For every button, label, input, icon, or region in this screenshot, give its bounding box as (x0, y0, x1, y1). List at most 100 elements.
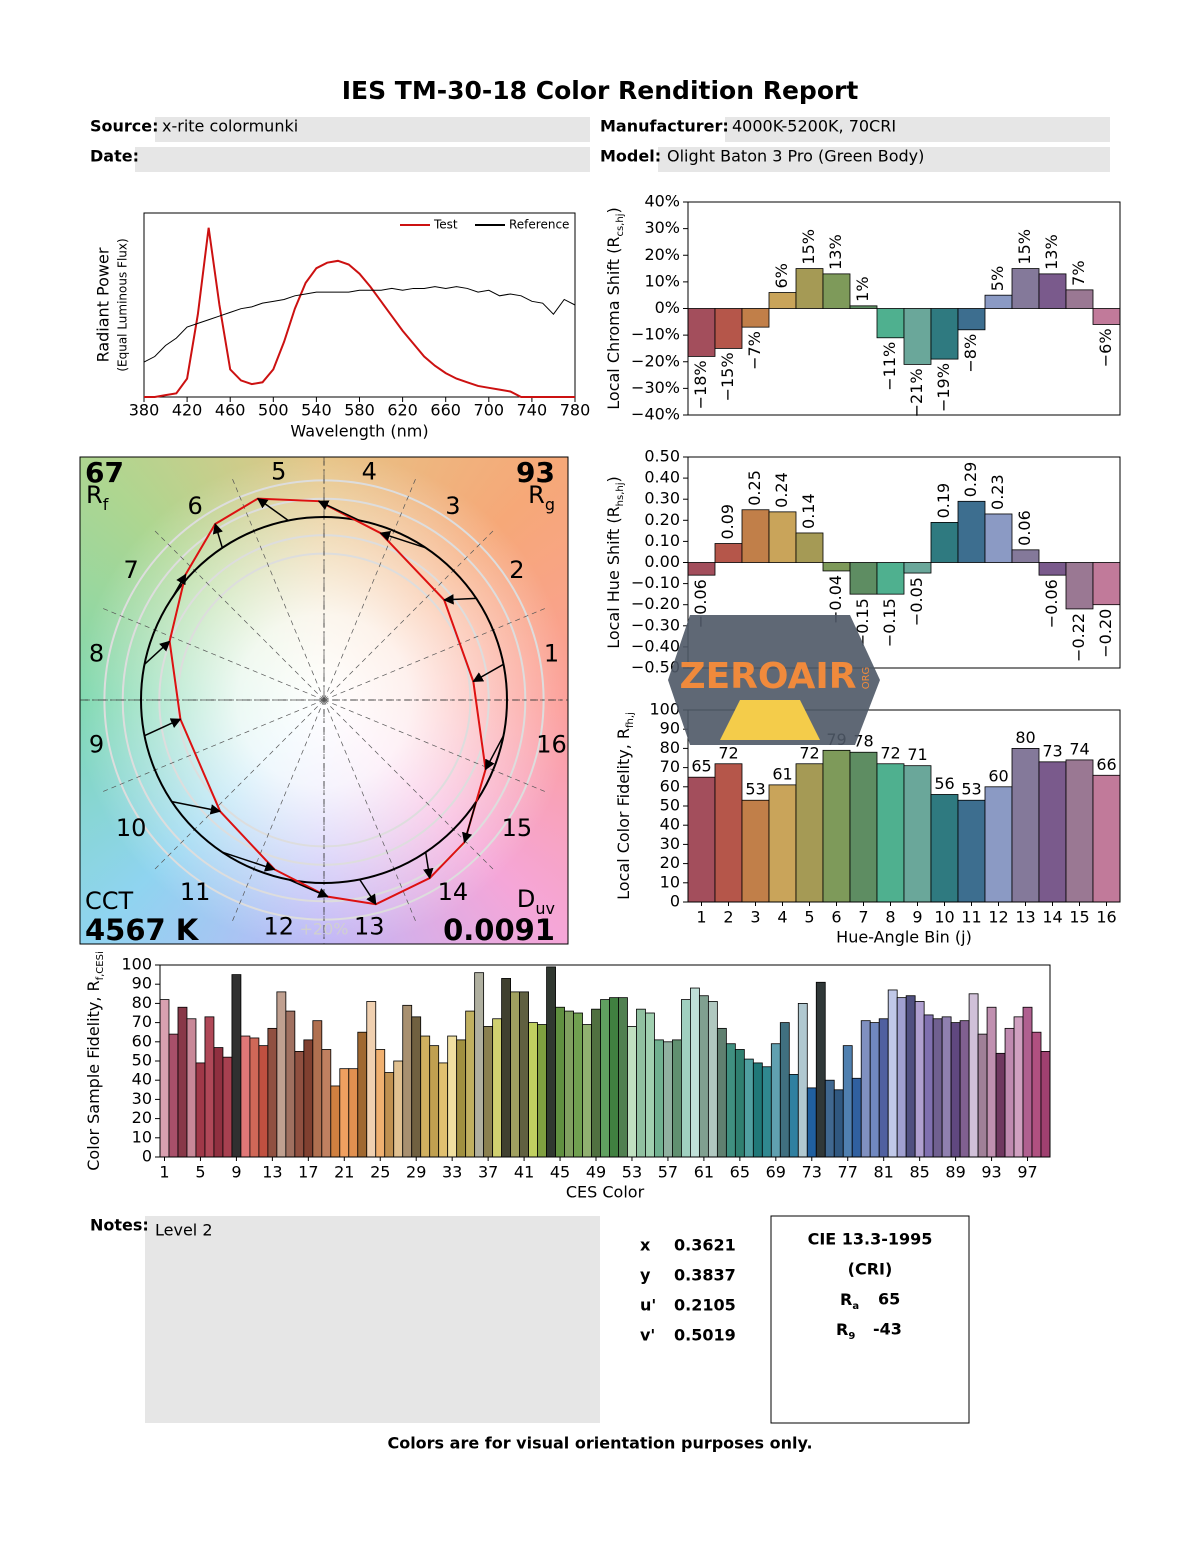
bar (932, 1018, 943, 1158)
bar (1065, 759, 1094, 903)
value-label: −0.05 (907, 577, 926, 626)
shift-arrow (443, 594, 477, 605)
x-tick-label: 5 (195, 1163, 205, 1182)
y-tick-label: 0.20 (644, 510, 680, 529)
bar (546, 966, 556, 1158)
duv-symbol-part: uv (535, 899, 555, 918)
field-box (658, 147, 1110, 172)
y-axis-label: Radiant Power (94, 247, 113, 362)
bar (177, 1006, 188, 1158)
bar (1022, 1006, 1033, 1158)
value-label: −6% (1096, 328, 1115, 367)
bar (761, 1066, 772, 1158)
rg-symbol-part: R (528, 481, 545, 509)
shift-arrow (287, 878, 329, 898)
value-label: 72 (718, 743, 738, 762)
rf-symbol-part: f (103, 495, 109, 514)
bar (618, 997, 628, 1158)
shift-arrow (472, 663, 504, 683)
bar (1065, 289, 1094, 309)
shift-arrow (317, 500, 361, 522)
x-tick-label: 1 (696, 908, 706, 927)
bar (716, 1027, 727, 1158)
x-tick-label: 3 (750, 908, 760, 927)
x-tick-label: 81 (874, 1163, 894, 1182)
bar (1092, 774, 1121, 903)
coord-value: 0.5019 (674, 1326, 736, 1345)
field-label: Source: (90, 117, 159, 136)
value-label: 5% (988, 266, 1007, 291)
y-tick-label: −0.20 (631, 594, 680, 613)
bin-divider (323, 478, 417, 701)
bar (411, 1016, 422, 1158)
value-label: 78 (853, 732, 873, 751)
x-tick-label: 15 (1069, 908, 1089, 927)
shift-arrow (144, 718, 182, 737)
notes-text: Level 2 (155, 1221, 213, 1240)
bar (914, 1001, 925, 1158)
shift-arrow (212, 522, 224, 549)
bin-divider (102, 699, 325, 793)
bar (977, 1033, 988, 1158)
bar (876, 763, 905, 903)
plot-frame (159, 964, 1051, 1158)
x-tick-label: 49 (586, 1163, 606, 1182)
bin-divider (323, 530, 494, 701)
bar (842, 1045, 853, 1158)
bar (957, 500, 986, 563)
shift-arrow (423, 852, 434, 880)
x-tick-label: 9 (912, 908, 922, 927)
x-tick-label: 37 (478, 1163, 498, 1182)
bin-divider (323, 699, 417, 922)
x-tick-label: 69 (766, 1163, 786, 1182)
bar (876, 562, 905, 595)
bar (348, 1068, 359, 1158)
y-axis-label-part: Color Sample Fidelity, R (84, 980, 103, 1170)
value-label: 7% (1069, 260, 1088, 285)
x-tick-label: 41 (514, 1163, 534, 1182)
bin-label: 8 (89, 640, 104, 668)
bar (768, 511, 797, 563)
x-tick-label: 25 (370, 1163, 390, 1182)
bar (734, 1049, 745, 1158)
bar (690, 987, 700, 1158)
field-value: x-rite colormunki (162, 117, 298, 136)
bar (438, 1062, 449, 1158)
bar (609, 997, 619, 1158)
value-label: −0.06 (1042, 579, 1061, 628)
bar (687, 562, 716, 576)
x-tick-label: 13 (1015, 908, 1035, 927)
bar (231, 974, 242, 1158)
bar (420, 1035, 431, 1158)
bin-label: 15 (502, 814, 533, 842)
x-tick-label: 93 (981, 1163, 1001, 1182)
shift-arrow (256, 497, 289, 522)
bar (357, 1031, 368, 1158)
y-tick-label: 40% (644, 192, 680, 211)
bar (1092, 308, 1121, 325)
bar (815, 981, 826, 1158)
x-tick-label: 420 (172, 401, 203, 420)
bar (627, 1026, 637, 1158)
bar (654, 1039, 664, 1158)
bar (903, 308, 932, 365)
y-tick-label: 80 (132, 993, 152, 1012)
x-tick-label: 700 (474, 401, 505, 420)
bar (258, 1045, 269, 1158)
bar (860, 1020, 871, 1158)
bar (303, 1039, 314, 1158)
bar (698, 995, 709, 1158)
y-tick-label: 20% (644, 245, 680, 264)
ra-symbol-part: R (840, 1290, 852, 1309)
bin-divider (323, 607, 546, 701)
bar (687, 308, 716, 357)
bar (312, 1020, 323, 1158)
x-tick-label: 57 (658, 1163, 678, 1182)
bin-label: 1 (544, 640, 559, 668)
bar (986, 1006, 997, 1158)
bar (168, 1033, 179, 1158)
cct-value: 4567 K (85, 913, 200, 947)
bar (795, 763, 824, 903)
shift-arrow (144, 640, 171, 665)
x-tick-label: 73 (802, 1163, 822, 1182)
